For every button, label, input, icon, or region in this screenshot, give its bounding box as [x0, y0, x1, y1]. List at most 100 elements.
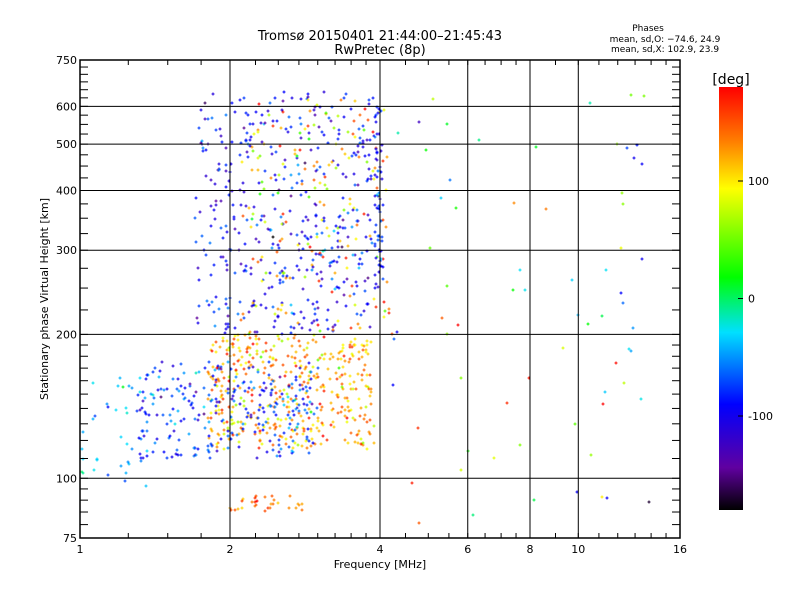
- data-point: [385, 280, 389, 284]
- data-point: [267, 360, 271, 364]
- data-point: [297, 409, 301, 413]
- data-point: [224, 185, 228, 189]
- data-point: [334, 166, 338, 170]
- data-point: [241, 497, 245, 501]
- data-point: [340, 382, 344, 386]
- data-point: [316, 323, 320, 327]
- data-point: [246, 155, 250, 159]
- data-point: [251, 356, 255, 360]
- data-point: [344, 256, 348, 260]
- data-point: [207, 420, 211, 424]
- data-point: [309, 410, 313, 414]
- data-point: [182, 417, 186, 421]
- data-point: [347, 156, 351, 160]
- data-point: [211, 374, 215, 378]
- data-point: [369, 340, 373, 344]
- data-point: [301, 287, 305, 291]
- data-point: [296, 422, 300, 426]
- data-point: [365, 420, 369, 424]
- data-point: [246, 411, 250, 415]
- data-point: [428, 246, 432, 250]
- data-point: [601, 402, 605, 406]
- data-point: [381, 218, 385, 222]
- data-point: [221, 339, 225, 343]
- data-point: [268, 101, 272, 105]
- data-point: [266, 421, 270, 425]
- data-point: [254, 494, 258, 498]
- data-point: [264, 341, 268, 345]
- data-point: [374, 120, 378, 124]
- data-point: [242, 380, 246, 384]
- data-point: [383, 309, 387, 313]
- data-point: [232, 215, 236, 219]
- data-point: [245, 350, 249, 354]
- data-point: [327, 116, 331, 120]
- data-point: [605, 496, 609, 500]
- data-point: [80, 447, 84, 451]
- data-point: [210, 429, 214, 433]
- data-point: [168, 413, 172, 417]
- data-point: [365, 373, 369, 377]
- data-point: [194, 196, 198, 200]
- data-point: [344, 304, 348, 308]
- data-point: [246, 113, 250, 117]
- data-point: [512, 201, 516, 205]
- data-point: [261, 406, 265, 410]
- data-point: [268, 355, 272, 359]
- data-point: [224, 224, 228, 228]
- data-point: [171, 364, 175, 368]
- data-point: [208, 456, 212, 460]
- data-point: [384, 225, 388, 229]
- data-point: [239, 203, 243, 207]
- data-point: [161, 413, 165, 417]
- data-point: [367, 102, 371, 106]
- data-point: [363, 413, 367, 417]
- data-point: [640, 257, 644, 261]
- data-point: [267, 373, 271, 377]
- data-point: [459, 468, 463, 472]
- data-point: [366, 385, 370, 389]
- data-point: [319, 408, 323, 412]
- y-tick-label: 750: [56, 54, 77, 67]
- data-point: [290, 386, 294, 390]
- data-point: [232, 379, 236, 383]
- data-point: [250, 145, 254, 149]
- data-point: [294, 394, 298, 398]
- data-point: [313, 186, 317, 190]
- data-point: [621, 301, 625, 305]
- data-point: [322, 90, 326, 94]
- data-point: [275, 397, 279, 401]
- data-point: [368, 325, 372, 329]
- data-point: [374, 256, 378, 260]
- data-point: [290, 418, 294, 422]
- data-point: [233, 271, 237, 275]
- data-point: [232, 399, 236, 403]
- data-point: [314, 203, 318, 207]
- data-point: [318, 402, 322, 406]
- data-point: [319, 385, 323, 389]
- data-point: [197, 304, 201, 308]
- data-point: [365, 339, 369, 343]
- data-point: [260, 255, 264, 259]
- data-point: [327, 163, 331, 167]
- data-point: [336, 114, 340, 118]
- data-point: [302, 316, 306, 320]
- data-point: [260, 388, 264, 392]
- data-point: [317, 125, 321, 129]
- data-point: [207, 360, 211, 364]
- data-point: [196, 418, 200, 422]
- data-point: [301, 397, 305, 401]
- data-point: [250, 388, 254, 392]
- data-point: [215, 445, 219, 449]
- data-point: [286, 337, 290, 341]
- data-point: [257, 181, 261, 185]
- data-point: [316, 416, 320, 420]
- data-point: [286, 130, 290, 134]
- data-point: [286, 400, 290, 404]
- data-point: [202, 405, 206, 409]
- data-point: [135, 409, 139, 413]
- data-point: [370, 241, 374, 245]
- data-point: [365, 138, 369, 142]
- data-point: [342, 96, 346, 100]
- data-point: [249, 135, 253, 139]
